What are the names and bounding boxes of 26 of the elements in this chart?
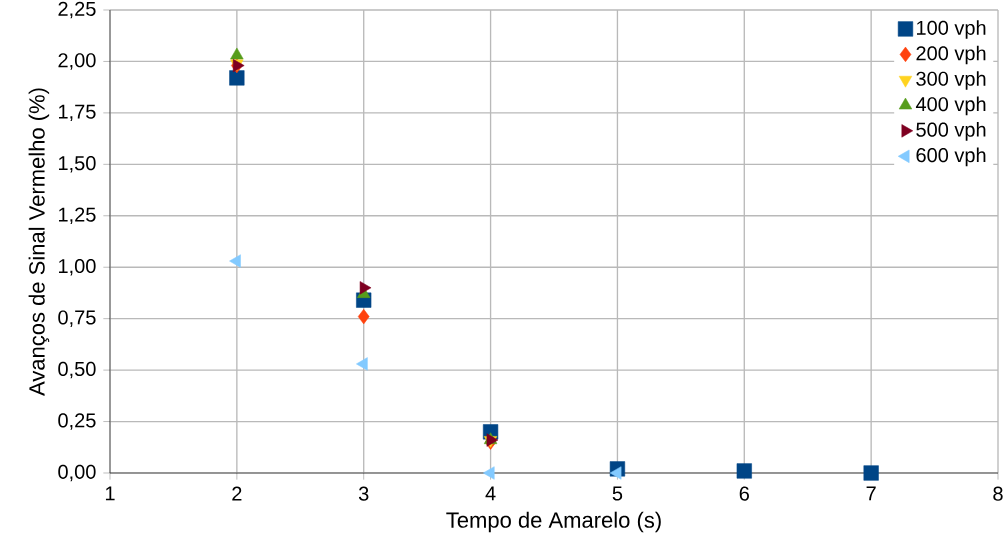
y-tick-label: 2,25	[58, 1, 96, 19]
y-tick-label: 0,50	[58, 361, 96, 379]
legend-label: 300 vph	[916, 71, 986, 90]
x-axis-title: Tempo de Amarelo (s)	[446, 511, 661, 533]
y-tick-label: 1,50	[59, 156, 96, 173]
y-tick-label: 1,25	[59, 207, 96, 225]
y-tick-label: 1,75	[59, 104, 96, 122]
legend-label: 100 vph	[917, 20, 986, 39]
x-tick-label: 2	[232, 486, 242, 501]
y-tick-label: 0,25	[58, 413, 96, 430]
legend-label: 500 vph	[916, 122, 986, 141]
y-axis-title: Avanços de Sinal Vermelho (%)	[28, 88, 50, 396]
x-tick-label: 5	[612, 486, 623, 501]
legend-label: 200 vph	[916, 45, 986, 65]
y-tick-label: 1,00	[59, 258, 96, 276]
x-tick-label: 6	[739, 486, 749, 501]
y-tick-label: 0,75	[58, 310, 96, 327]
x-tick-label: 3	[358, 486, 369, 501]
x-tick-label: 4	[485, 486, 496, 501]
x-tick-label: 1	[105, 486, 115, 501]
legend-label: 600 vph	[916, 147, 986, 167]
y-tick-label: 0,00	[58, 464, 96, 482]
legend-label: 400 vph	[915, 96, 986, 116]
x-tick-label: 7	[866, 486, 876, 501]
y-tick-label: 2,00	[58, 53, 96, 70]
x-tick-label: 8	[993, 486, 1003, 501]
